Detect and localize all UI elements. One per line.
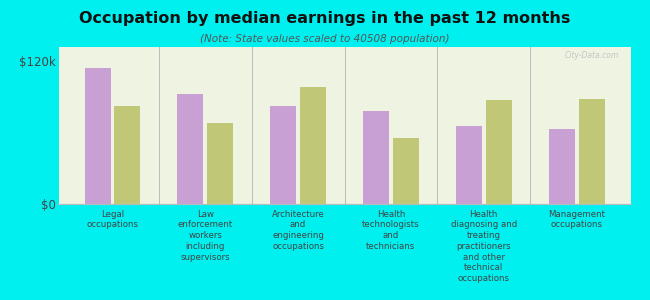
- Bar: [300, 87, 326, 204]
- Bar: [84, 68, 110, 204]
- Bar: [549, 129, 575, 204]
- Text: City-Data.com: City-Data.com: [565, 51, 619, 60]
- Bar: [177, 94, 203, 204]
- Bar: [486, 100, 512, 204]
- Bar: [456, 126, 482, 204]
- Bar: [114, 106, 140, 204]
- Bar: [393, 138, 419, 204]
- Text: Occupation by median earnings in the past 12 months: Occupation by median earnings in the pas…: [79, 11, 571, 26]
- Bar: [363, 111, 389, 204]
- Bar: [207, 123, 233, 204]
- Bar: [270, 106, 296, 204]
- Text: (Note: State values scaled to 40508 population): (Note: State values scaled to 40508 popu…: [200, 34, 450, 44]
- Bar: [578, 99, 604, 204]
